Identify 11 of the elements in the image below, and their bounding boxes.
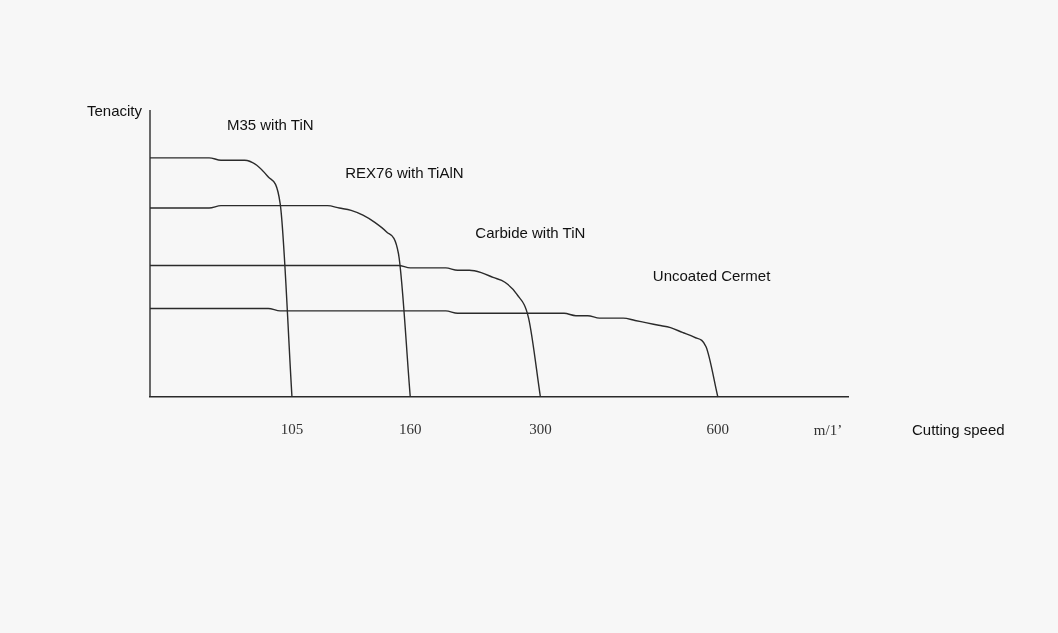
series-label: M35 with TiN bbox=[226, 115, 314, 133]
text: Uncoated Cermet bbox=[652, 266, 772, 284]
text: Carbide with TiN bbox=[475, 223, 586, 241]
x-tick-label: 105 bbox=[280, 420, 304, 437]
x-tick-label: 160 bbox=[399, 420, 422, 437]
x-tick-label: 300 bbox=[529, 420, 552, 437]
x-axis-title: Cutting speed bbox=[912, 421, 1005, 439]
text: m/1’ bbox=[813, 421, 843, 438]
x-tick-label: 600 bbox=[706, 420, 730, 437]
series-label: REX76 with TiAlN bbox=[345, 163, 464, 181]
y-axis-title: Tenacity bbox=[86, 102, 143, 120]
